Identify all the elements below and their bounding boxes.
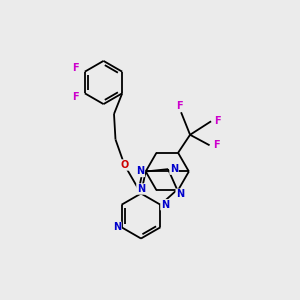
Text: F: F [72,92,79,102]
Text: N: N [137,184,145,194]
Text: N: N [136,167,144,176]
Text: N: N [161,200,169,210]
Text: N: N [170,164,178,174]
Text: F: F [176,101,183,111]
Text: N: N [176,189,184,199]
Text: O: O [120,160,129,170]
Text: N: N [113,222,121,232]
Text: F: F [214,116,221,126]
Text: F: F [213,140,220,150]
Text: F: F [72,63,79,73]
